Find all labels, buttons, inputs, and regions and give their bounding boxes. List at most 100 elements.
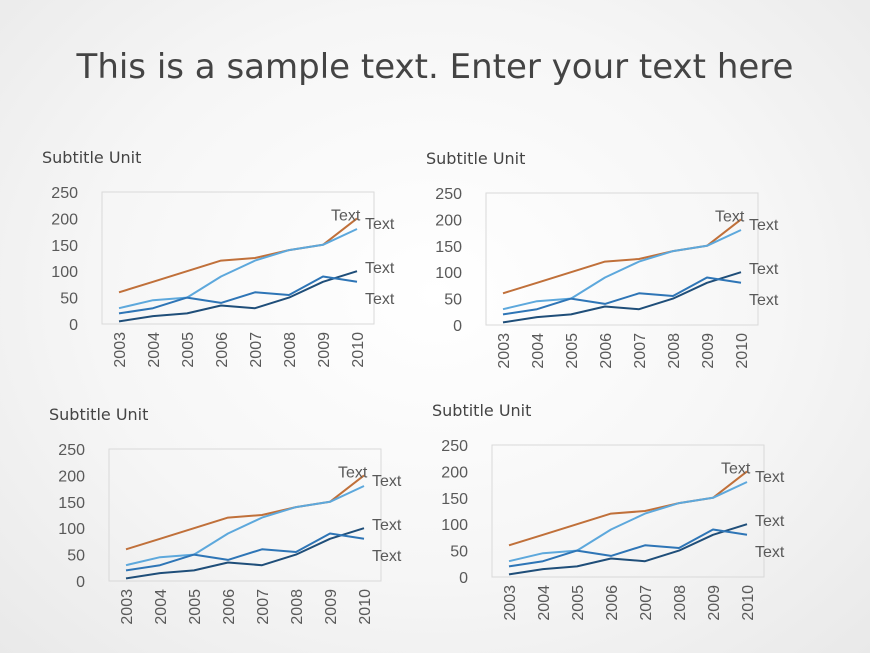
series-label: Text: [365, 260, 395, 277]
plot-area: [101, 191, 375, 325]
x-tick-label: 2007: [255, 589, 272, 625]
plot-area: [491, 444, 765, 578]
y-tick-label: 150: [51, 238, 78, 255]
x-tick-label: 2005: [180, 332, 197, 368]
series-line: [118, 217, 358, 294]
x-tick-label: 2003: [502, 585, 519, 621]
x-tick-label: 2006: [598, 333, 615, 369]
series-label: Text: [755, 469, 785, 486]
y-tick-label: 50: [67, 548, 85, 565]
x-tick-label: 2004: [530, 333, 547, 369]
x-tick-label: 2008: [282, 332, 299, 368]
x-tick-label: 2004: [536, 585, 553, 621]
series-label: Text: [372, 473, 402, 490]
series-line: [502, 276, 742, 316]
series-label: Text: [365, 291, 395, 308]
y-tick-label: 100: [441, 517, 468, 534]
y-tick-label: 250: [435, 186, 462, 203]
x-tick-label: 2006: [214, 332, 231, 368]
y-tick-label: 100: [51, 264, 78, 281]
y-tick-label: 200: [51, 211, 78, 228]
x-tick-label: 2008: [666, 333, 683, 369]
x-tick-label: 2003: [112, 332, 129, 368]
x-tick-label: 2010: [350, 332, 367, 368]
chart-subtitle: Subtitle Unit: [49, 405, 149, 424]
x-tick-label: 2005: [570, 585, 587, 621]
x-tick-label: 2003: [496, 333, 513, 369]
y-tick-label: 0: [453, 318, 462, 335]
plot-area: [108, 448, 382, 582]
series-label: Text: [749, 217, 779, 234]
line-chart-bottom-right: Subtitle Unit 0 50 100 150 200 250 2003 2004 200…: [432, 401, 832, 641]
x-tick-label: 2005: [564, 333, 581, 369]
chart-subtitle: Subtitle Unit: [426, 149, 526, 168]
x-tick-label: 2005: [187, 589, 204, 625]
chart-plot: 0 50 100 150 200 250 2003 2004 2005 2006 2007 2008 2…: [58, 442, 402, 625]
y-tick-label: 0: [76, 574, 85, 591]
series-line: [118, 270, 358, 323]
series-label: Text: [755, 544, 785, 561]
series-line: [502, 271, 742, 324]
series-line: [508, 470, 748, 547]
series-label: Text: [365, 216, 395, 233]
y-tick-label: 250: [58, 442, 85, 459]
x-tick-label: 2004: [153, 589, 170, 625]
y-tick-label: 0: [69, 317, 78, 334]
x-tick-label: 2010: [734, 333, 751, 369]
x-tick-label: 2006: [221, 589, 238, 625]
x-tick-label: 2007: [632, 333, 649, 369]
y-tick-label: 200: [435, 212, 462, 229]
y-tick-label: 250: [51, 185, 78, 202]
series-line: [125, 485, 365, 567]
y-tick-label: 50: [444, 292, 462, 309]
chart-subtitle: Subtitle Unit: [432, 401, 532, 420]
y-tick-label: 50: [450, 544, 468, 561]
series-line: [502, 229, 742, 311]
series-label: Text: [372, 548, 402, 565]
y-tick-label: 100: [435, 265, 462, 282]
series-line: [125, 474, 365, 551]
chart-plot: 0 50 100 150 200 250 2003 2004 2005 2006 2007 2008 2…: [435, 186, 779, 369]
x-tick-label: 2009: [323, 589, 340, 625]
series-line: [125, 532, 365, 572]
x-tick-label: 2007: [248, 332, 265, 368]
series-line: [508, 528, 748, 568]
y-tick-label: 250: [441, 438, 468, 455]
y-tick-label: 200: [58, 468, 85, 485]
x-tick-label: 2009: [706, 585, 723, 621]
plot-area: [485, 192, 759, 326]
series-label: Text: [755, 513, 785, 530]
x-tick-label: 2010: [740, 585, 757, 621]
y-tick-label: 50: [60, 291, 78, 308]
page-title: This is a sample text. Enter your text h…: [76, 47, 794, 87]
y-tick-label: 150: [58, 495, 85, 512]
series-line: [508, 523, 748, 576]
x-tick-label: 2003: [119, 589, 136, 625]
series-line: [118, 275, 358, 315]
x-tick-label: 2006: [604, 585, 621, 621]
x-tick-label: 2007: [638, 585, 655, 621]
x-tick-label: 2008: [672, 585, 689, 621]
line-chart-bottom-left: Subtitle Unit 0 50 100 150 200 250 2003 2004 200…: [49, 405, 449, 645]
series-label: Text: [372, 517, 402, 534]
series-line: [118, 228, 358, 310]
x-tick-label: 2010: [357, 589, 374, 625]
x-tick-label: 2008: [289, 589, 306, 625]
series-line: [508, 481, 748, 563]
x-tick-label: 2004: [146, 332, 163, 368]
series-label: Text: [715, 208, 745, 225]
y-tick-label: 150: [441, 491, 468, 508]
y-tick-label: 100: [58, 521, 85, 538]
y-tick-label: 200: [441, 464, 468, 481]
chart-plot: 0 50 100 150 200 250 2003 2004 2005 2006 2007 2008 2…: [441, 438, 785, 621]
series-line: [502, 218, 742, 295]
series-label: Text: [338, 464, 368, 481]
line-chart-top-right: Subtitle Unit 0 50 100 150 200 250 2003 2004 200…: [426, 149, 826, 389]
chart-plot: 0 50 100 150 200 250 2003 2004 2005 2006 2007 2008 2…: [51, 185, 395, 368]
y-tick-label: 0: [459, 570, 468, 587]
series-label: Text: [331, 207, 361, 224]
x-tick-label: 2009: [316, 332, 333, 368]
chart-subtitle: Subtitle Unit: [42, 148, 142, 167]
y-tick-label: 150: [435, 239, 462, 256]
x-tick-label: 2009: [700, 333, 717, 369]
